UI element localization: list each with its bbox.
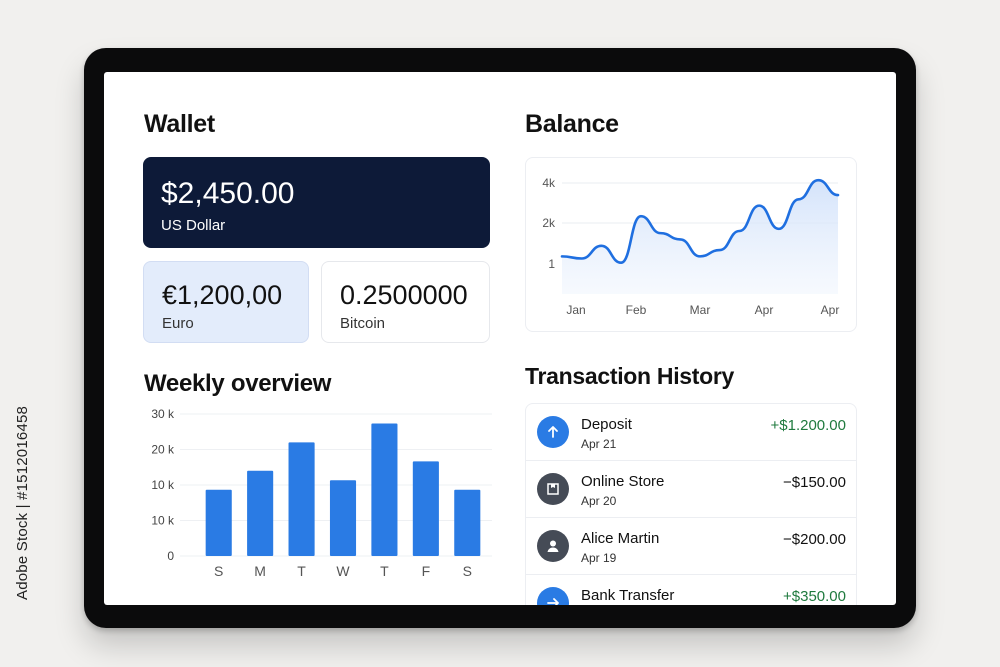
balance-line-chart: 1 2k 4k Jan Feb Mar Apr Apr [542, 176, 840, 317]
bitcoin-amount: 0.2500000 [340, 280, 468, 310]
balance-y-tick: 2k [542, 216, 556, 230]
bitcoin-currency-label: Bitcoin [340, 315, 386, 332]
weekly-bar [412, 461, 439, 556]
weekly-bar [371, 423, 398, 556]
weekly-bar [329, 480, 357, 556]
tablet-frame: Wallet $2,450.00 US Dollar €1,200,00 Eur… [84, 48, 916, 628]
transaction-date: Apr 21 [581, 437, 617, 451]
weekly-y-tick: 0 [167, 549, 174, 563]
transaction-name: Bank Transfer [581, 587, 675, 604]
weekly-x-label: T [380, 563, 389, 579]
weekly-x-label: M [254, 563, 266, 579]
balance-x-tick: Feb [626, 303, 647, 317]
transaction-amount: −$150.00 [783, 474, 846, 491]
transaction-name: Online Store [581, 473, 665, 490]
transaction-name: Deposit [581, 416, 632, 433]
transaction-amount: −$200.00 [783, 531, 846, 548]
euro-amount: €1,200,00 [162, 280, 283, 310]
weekly-bar [288, 442, 315, 556]
weekly-x-label: S [463, 563, 472, 579]
wallet-title: Wallet [144, 110, 215, 138]
user-icon [537, 530, 569, 562]
weekly-overview-title: Weekly overview [144, 370, 332, 397]
transaction-amount: +$350.00 [783, 588, 846, 605]
usd-card[interactable]: $2,450.00 US Dollar [143, 157, 490, 248]
weekly-y-tick: 10 k [151, 514, 175, 528]
balance-y-tick: 1 [548, 257, 555, 271]
weekly-y-tick: 30 k [151, 407, 175, 421]
weekly-bar [205, 489, 232, 556]
weekly-bar-chart: 0 10 k 10 k 20 k 30 k S M T W T F S [151, 407, 492, 579]
weekly-y-tick: 20 k [151, 443, 175, 457]
arrow-right-icon [537, 587, 569, 605]
balance-series-line [560, 178, 840, 265]
watermark-text: Adobe Stock | #1512016458 [14, 405, 31, 600]
transaction-amount: +$1.200.00 [770, 417, 847, 434]
balance-x-tick: Jan [566, 303, 585, 317]
euro-card[interactable]: €1,200,00 Euro [143, 261, 309, 343]
euro-currency-label: Euro [162, 315, 194, 332]
weekly-x-label: W [336, 563, 350, 579]
app-screen: Wallet $2,450.00 US Dollar €1,200,00 Eur… [104, 72, 896, 605]
transaction-history-title: Transaction History [525, 363, 735, 389]
store-icon [537, 473, 569, 505]
balance-area [562, 180, 838, 294]
transaction-date: Apr 19 [581, 551, 617, 565]
transaction-list: Deposit Apr 21 +$1.200.00 Online Store A… [525, 403, 857, 605]
weekly-x-label: F [422, 563, 431, 579]
usd-currency-label: US Dollar [161, 217, 226, 234]
weekly-bar [247, 470, 274, 556]
bitcoin-card[interactable]: 0.2500000 Bitcoin [321, 261, 490, 343]
balance-title: Balance [525, 110, 619, 138]
balance-x-tick: Apr [755, 303, 774, 317]
transaction-row[interactable]: Deposit Apr 21 +$1.200.00 [526, 404, 856, 461]
weekly-y-tick: 10 k [151, 478, 175, 492]
usd-amount: $2,450.00 [161, 177, 295, 210]
balance-x-tick: Apr [821, 303, 840, 317]
transaction-row[interactable]: Bank Transfer +$350.00 [526, 575, 856, 605]
transaction-name: Alice Martin [581, 530, 660, 547]
transaction-date: Apr 20 [581, 494, 617, 508]
transaction-row[interactable]: Online Store Apr 20 −$150.00 [526, 461, 856, 518]
weekly-x-label: T [297, 563, 306, 579]
arrow-up-icon [537, 416, 569, 448]
balance-x-tick: Mar [690, 303, 711, 317]
weekly-bar [454, 489, 481, 556]
weekly-x-label: S [214, 563, 223, 579]
transaction-row[interactable]: Alice Martin Apr 19 −$200.00 [526, 518, 856, 575]
balance-chart-card: 1 2k 4k Jan Feb Mar Apr Apr [525, 157, 857, 332]
balance-y-tick: 4k [542, 176, 556, 190]
